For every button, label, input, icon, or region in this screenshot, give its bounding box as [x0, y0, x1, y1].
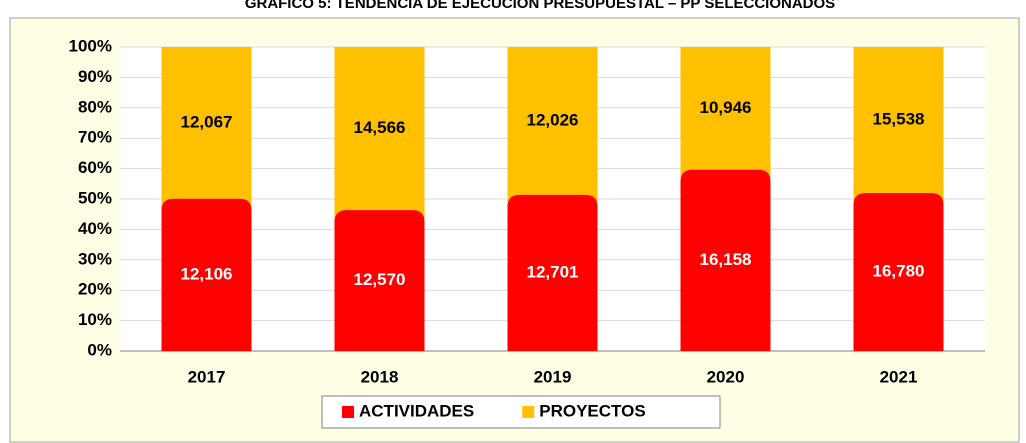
- legend-swatch: [342, 406, 354, 418]
- bar-segment: [507, 47, 598, 207]
- bar-segment: [853, 193, 944, 351]
- bar-segment: [161, 198, 252, 351]
- data-label: 12,701: [527, 262, 579, 281]
- bar-segment: [853, 47, 944, 206]
- legend-box: [321, 395, 721, 429]
- x-tick-label: 2017: [188, 367, 226, 386]
- x-tick-label: 2019: [534, 367, 572, 386]
- data-label: 14,566: [354, 118, 406, 137]
- bar-segment: [334, 47, 425, 223]
- bar-segment: [680, 47, 771, 182]
- y-tick-label: 10%: [78, 310, 112, 329]
- x-tick-label: 2021: [880, 367, 918, 386]
- legend-label: PROYECTOS: [539, 401, 645, 420]
- y-tick-label: 0%: [87, 340, 112, 359]
- data-label: 16,780: [873, 262, 925, 281]
- y-tick-label: 50%: [78, 188, 112, 207]
- y-tick-label: 90%: [78, 67, 112, 86]
- data-label: 10,946: [700, 98, 752, 117]
- y-tick-label: 60%: [78, 158, 112, 177]
- y-tick-label: 70%: [78, 128, 112, 147]
- bar-segment: [680, 169, 771, 351]
- data-label: 12,026: [527, 110, 579, 129]
- data-label: 12,106: [181, 264, 233, 283]
- bar-segment: [161, 47, 252, 211]
- chart-title: GRÁFICO 5: TENDENCIA DE EJECUCIÓN PRESUP…: [245, 0, 835, 12]
- legend-swatch: [522, 406, 535, 418]
- bar-segment: [507, 194, 598, 351]
- data-label: 12,570: [354, 270, 406, 289]
- x-tick-label: 2018: [361, 367, 399, 386]
- bar-segment: [334, 210, 425, 351]
- y-tick-label: 80%: [78, 97, 112, 116]
- data-label: 15,538: [873, 110, 925, 129]
- y-tick-label: 20%: [78, 280, 112, 299]
- x-tick-label: 2020: [707, 367, 745, 386]
- y-tick-label: 30%: [78, 249, 112, 268]
- y-tick-label: 100%: [69, 36, 112, 55]
- data-label: 16,158: [700, 250, 752, 269]
- data-label: 12,067: [181, 112, 233, 131]
- y-tick-label: 40%: [78, 219, 112, 238]
- legend-label: ACTIVIDADES: [359, 401, 474, 420]
